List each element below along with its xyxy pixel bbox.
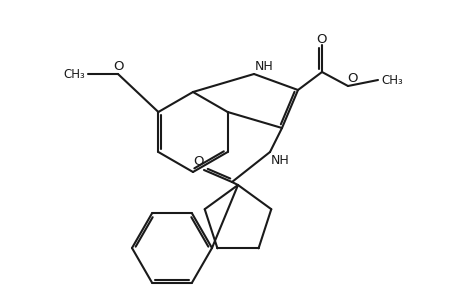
Text: O: O [113,59,124,73]
Text: O: O [193,154,204,167]
Text: NH: NH [254,59,273,73]
Text: NH: NH [270,154,289,166]
Text: CH₃: CH₃ [381,74,402,86]
Text: CH₃: CH₃ [63,68,85,80]
Text: O: O [347,71,358,85]
Text: O: O [316,32,326,46]
